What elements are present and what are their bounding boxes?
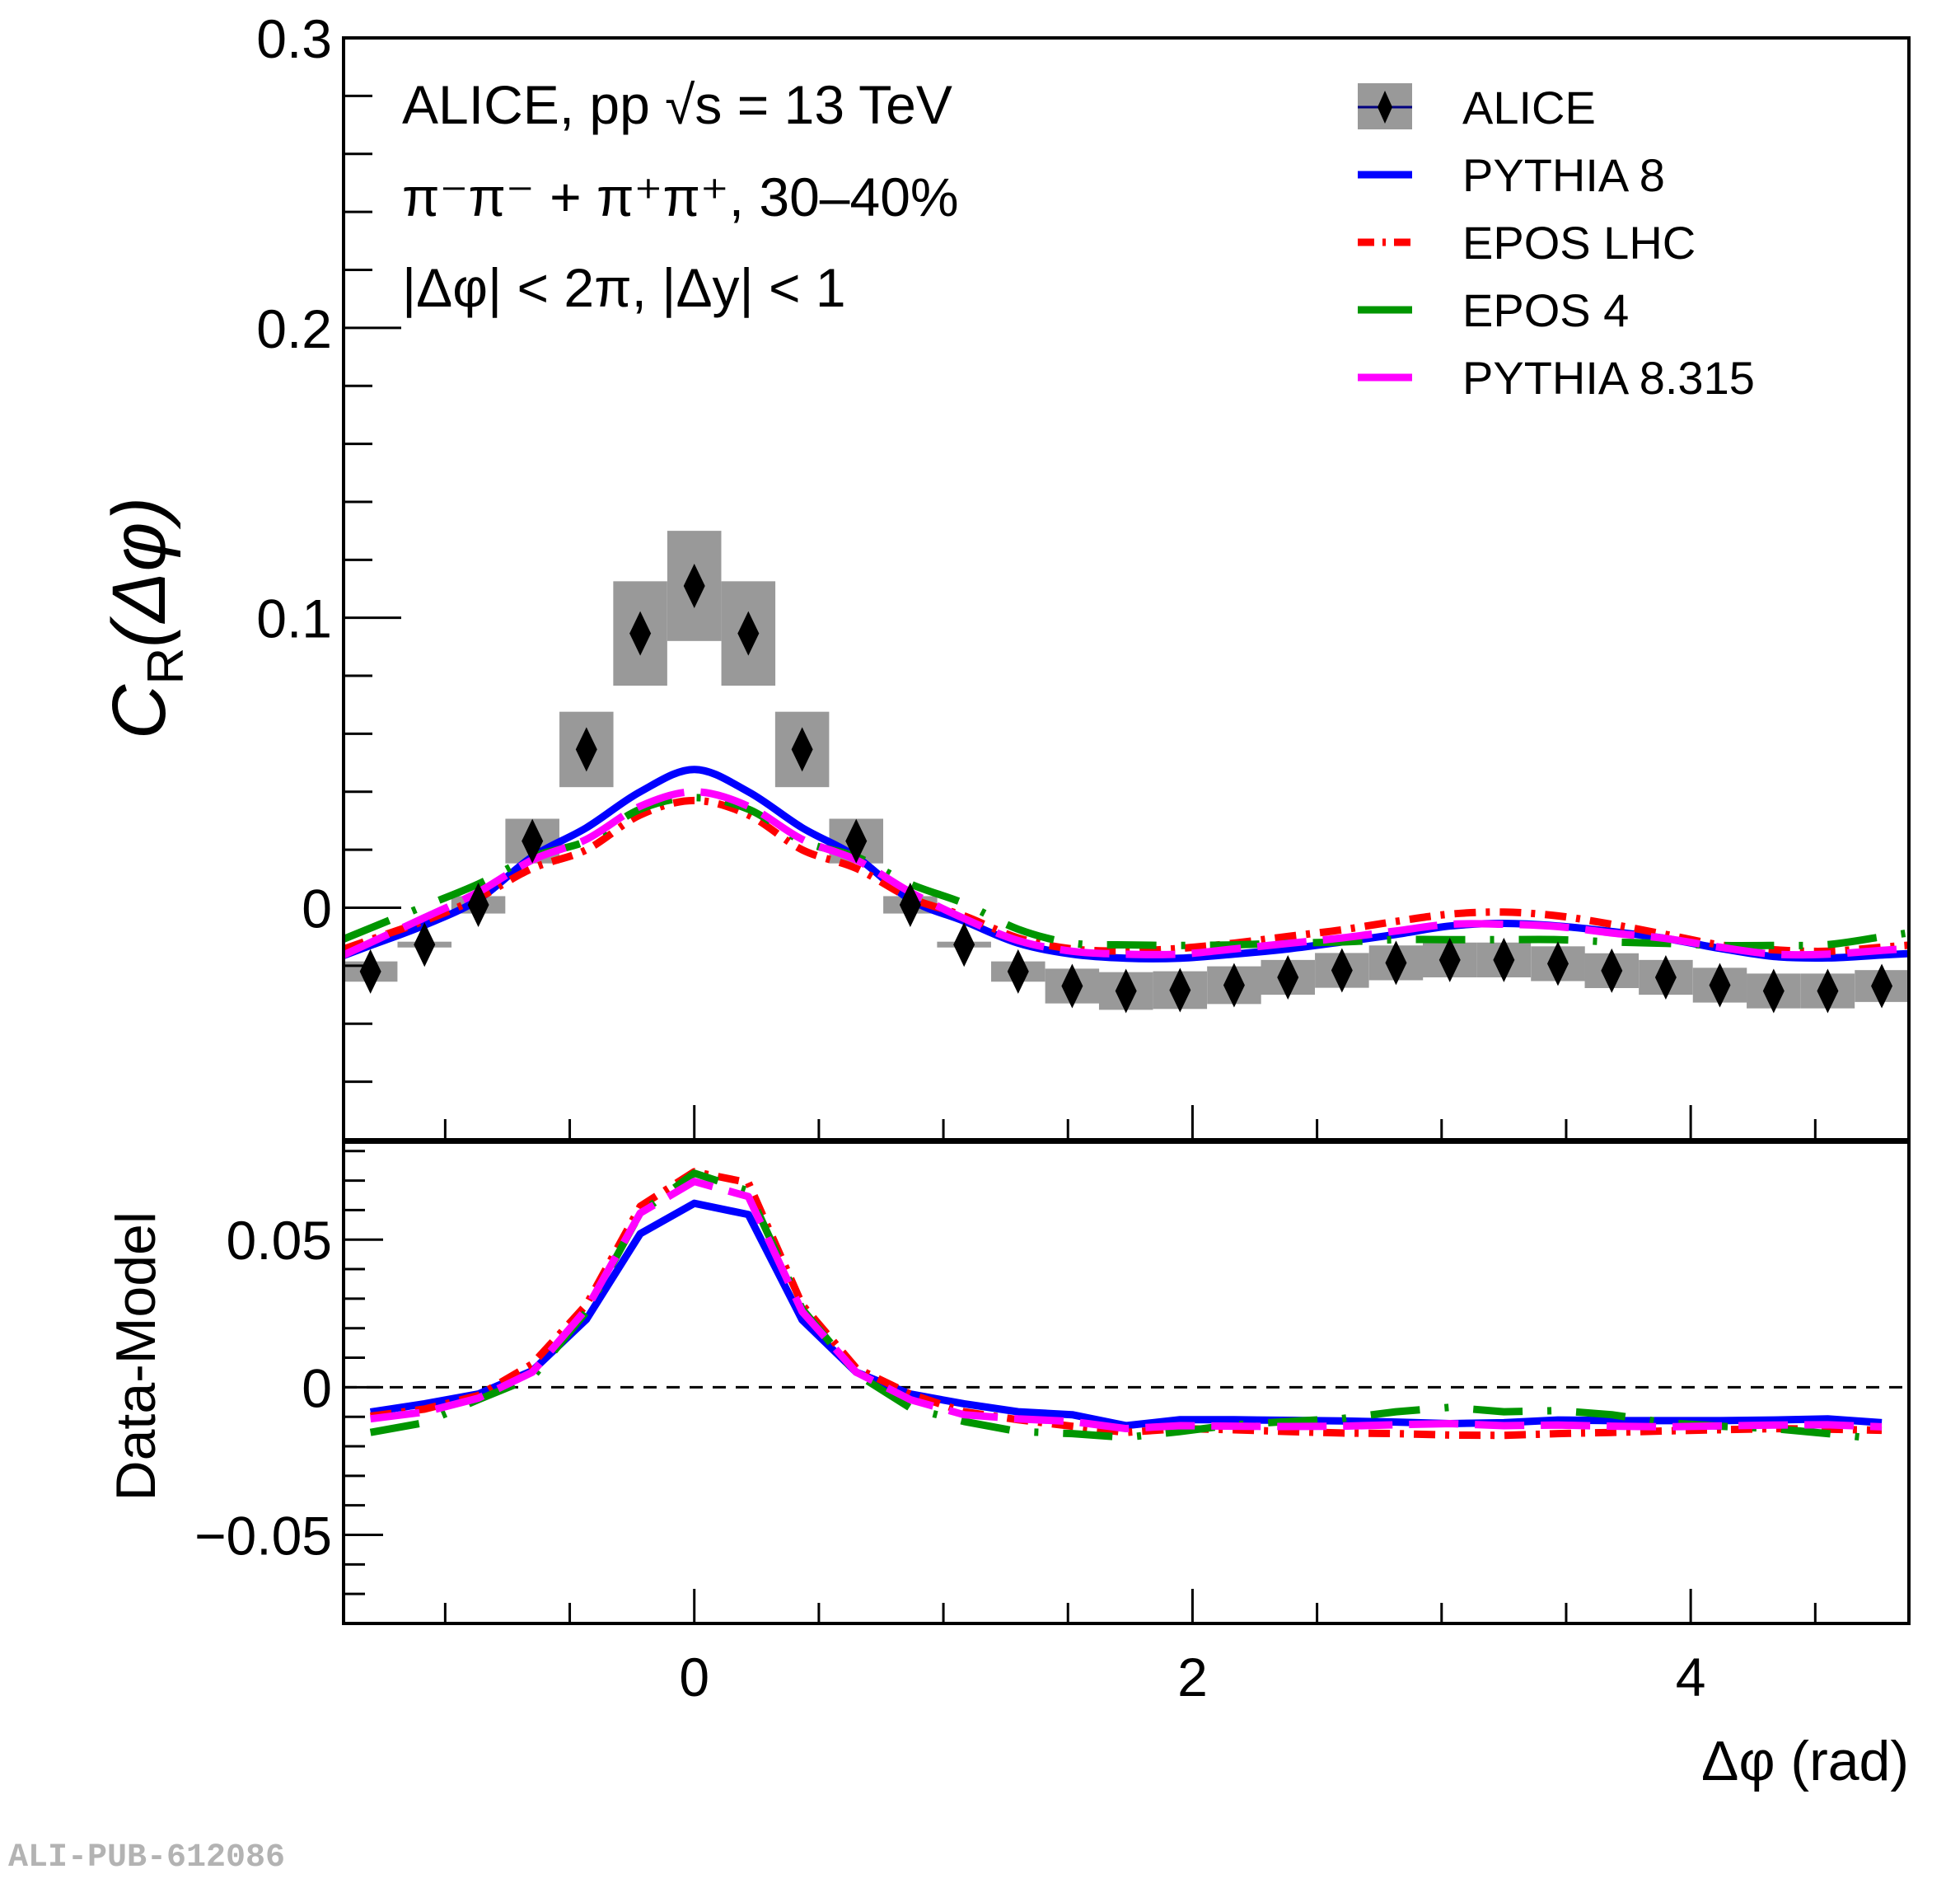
data-point	[953, 922, 975, 967]
data-point	[1709, 963, 1731, 1008]
data-point	[629, 611, 652, 656]
data-point	[845, 818, 868, 864]
ratio-y-tick-label: 0	[302, 1357, 332, 1418]
curve-epos-4	[344, 794, 1909, 949]
data-point	[1385, 940, 1407, 986]
data-point	[683, 563, 705, 608]
data-point	[467, 883, 489, 928]
data-point	[899, 883, 921, 928]
legend-label-epos4: EPOS 4	[1462, 284, 1629, 336]
data-point	[414, 922, 436, 967]
ylabel-main: C	[97, 684, 181, 739]
legend-item-pythia8: PYTHIA 8	[1358, 149, 1665, 201]
ylabel-sub: R	[138, 648, 194, 685]
data-point	[522, 818, 544, 864]
y-tick-label: 0.3	[256, 8, 332, 69]
ratio-curve-pythia-8	[369, 1199, 1883, 1430]
annotation-cuts: |Δφ| < 2π, |Δy| < 1	[402, 257, 846, 318]
main-y-ticks: 0 0.1 0.2 0.3	[256, 8, 401, 1141]
data-point	[1007, 949, 1029, 994]
legend-label-pythia8315: PYTHIA 8.315	[1462, 352, 1755, 404]
data-point	[1762, 968, 1785, 1014]
data-point	[1871, 963, 1893, 1009]
data-point	[1115, 968, 1137, 1014]
curve-pythia-8-315	[344, 788, 1909, 959]
ratio-x-ticks: 0 2 4	[443, 1589, 1817, 1708]
data-point	[1223, 963, 1245, 1008]
data-markers	[359, 563, 1893, 1014]
publication-id: ALI-PUB-612086	[8, 1839, 286, 1876]
ratio-y-tick-label: −0.05	[194, 1506, 332, 1567]
main-x-ticks	[443, 1105, 1817, 1140]
data-point	[1493, 937, 1515, 982]
data-point	[1277, 954, 1299, 1000]
y-tick-label: 0.1	[256, 588, 332, 649]
y-tick-label: 0	[302, 878, 332, 939]
x-tick-label: 0	[679, 1647, 709, 1708]
data-point	[1654, 954, 1677, 1000]
annotation-block: ALICE, pp √s = 13 TeV π⁻π⁻ + π⁺π⁺, 30–40…	[402, 74, 959, 318]
ratio-y-ticks: −0.05 0 0.05	[194, 1150, 383, 1625]
ratio-y-axis-title: Data-Model	[105, 1211, 167, 1501]
ratio-panel: −0.05 0 0.05 0 2 4	[194, 1141, 1911, 1708]
main-y-axis-title: CR(Δφ)	[97, 497, 194, 739]
ratio-curves	[369, 1168, 1883, 1443]
legend-item-alice: ALICE	[1358, 82, 1596, 134]
data-point	[1331, 948, 1353, 993]
ylabel-rest: (Δφ)	[97, 497, 181, 648]
legend-item-epos4: EPOS 4	[1358, 284, 1629, 336]
ratio-frame	[342, 1141, 1911, 1625]
data-point	[575, 727, 597, 772]
ratio-curve-epos-4	[369, 1169, 1883, 1443]
svg-text:CR(Δφ): CR(Δφ)	[97, 497, 194, 739]
data-point	[1061, 963, 1083, 1009]
data-point	[1601, 948, 1623, 993]
x-tick-label: 2	[1177, 1647, 1208, 1708]
curve-pythia-8	[344, 766, 1909, 963]
legend-item-epos-lhc: EPOS LHC	[1358, 217, 1696, 269]
data-point	[791, 727, 813, 772]
data-point	[359, 949, 381, 994]
data-point	[1438, 937, 1461, 982]
legend-label-pythia8: PYTHIA 8	[1462, 149, 1665, 201]
model-curves	[344, 766, 1909, 963]
legend-label-epos-lhc: EPOS LHC	[1462, 217, 1696, 269]
x-axis-title: Δφ (rad)	[1701, 1730, 1909, 1792]
legend-item-pythia8315: PYTHIA 8.315	[1358, 352, 1755, 404]
annotation-particles: π⁻π⁻ + π⁺π⁺, 30–40%	[402, 166, 959, 227]
ratio-y-tick-label: 0.05	[227, 1210, 332, 1271]
main-frame	[342, 36, 1911, 1141]
data-point	[737, 611, 760, 656]
main-panel: 0 0.1 0.2 0.3	[256, 8, 1911, 1141]
legend: ALICE PYTHIA 8 EPOS LHC EPOS 4 PYTHIA 8.…	[1358, 82, 1755, 404]
annotation-energy: ALICE, pp √s = 13 TeV	[402, 74, 952, 135]
legend-label-alice: ALICE	[1462, 82, 1596, 134]
data-point	[1546, 941, 1569, 986]
x-tick-label: 4	[1676, 1647, 1706, 1708]
data-point	[1817, 968, 1839, 1014]
ratio-curve-pythia-8-315	[370, 1178, 1883, 1433]
data-point	[1169, 967, 1191, 1013]
y-tick-label: 0.2	[256, 298, 332, 359]
curve-epos-lhc	[344, 796, 1909, 955]
diamond-marker-icon	[1378, 91, 1392, 124]
